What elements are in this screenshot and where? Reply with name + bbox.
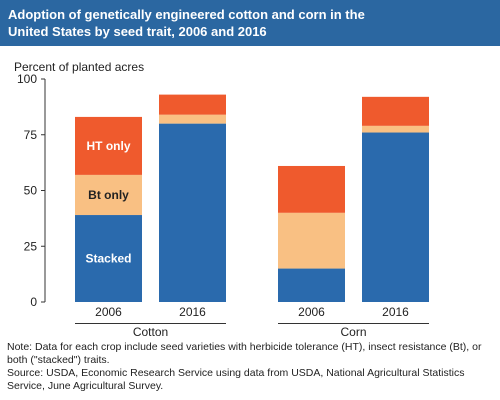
bar-segment-stacked [75, 215, 142, 302]
y-tick-label: 25 [24, 239, 38, 253]
group-label: Corn [340, 325, 366, 339]
x-axis: 2006 2016 Cotton 2006 2016 Corn [75, 305, 429, 339]
source-line-1: Source: USDA, Economic Research Service … [7, 367, 465, 379]
stacked-bar-chart: Percent of planted acres 0 25 50 75 100 Stac… [14, 60, 429, 339]
bar-segment-bt [362, 125, 429, 133]
note-line-2: both ("stacked") traits. [7, 354, 110, 366]
bar-segment-bt [75, 174, 142, 216]
bar-segment-ht [75, 116, 142, 175]
bar-segment-ht [159, 94, 226, 115]
y-axis: 0 25 50 75 100 [17, 72, 46, 309]
chart-title-line-2: United States by seed trait, 2006 and 20… [8, 24, 267, 39]
x-tick-label: 2006 [95, 305, 122, 319]
bar-segment-stacked [278, 268, 345, 302]
y-tick-label: 0 [30, 295, 37, 309]
y-axis-label: Percent of planted acres [14, 60, 144, 74]
note-line-1: Note: Data for each crop include seed va… [7, 341, 482, 353]
y-tick-label: 50 [24, 184, 38, 198]
x-tick-label: 2016 [179, 305, 206, 319]
segment-label-bt: Bt only [88, 188, 129, 202]
bar-segment-ht [362, 96, 429, 126]
chart-title-line-1: Adoption of genetically engineered cotto… [8, 7, 365, 22]
segment-label-stacked: Stacked [85, 252, 131, 266]
segment-label-ht: HT only [87, 139, 131, 153]
bar-segment-bt [278, 212, 345, 269]
group-label: Cotton [133, 325, 168, 339]
bars: Stacked Bt only HT only [75, 94, 429, 302]
source-line-2: Service, June Agricultural Survey. [7, 380, 164, 392]
bar-segment-stacked [362, 132, 429, 302]
x-tick-label: 2016 [382, 305, 409, 319]
x-tick-label: 2006 [298, 305, 325, 319]
y-tick-label: 75 [24, 128, 38, 142]
y-tick-label: 100 [17, 72, 37, 86]
chart-title: Adoption of genetically engineered cotto… [0, 0, 500, 46]
bar-segment-ht [278, 165, 345, 213]
bar-segment-stacked [159, 123, 226, 302]
chart-notes: Note: Data for each crop include seed va… [7, 341, 495, 393]
bar-segment-bt [159, 114, 226, 124]
